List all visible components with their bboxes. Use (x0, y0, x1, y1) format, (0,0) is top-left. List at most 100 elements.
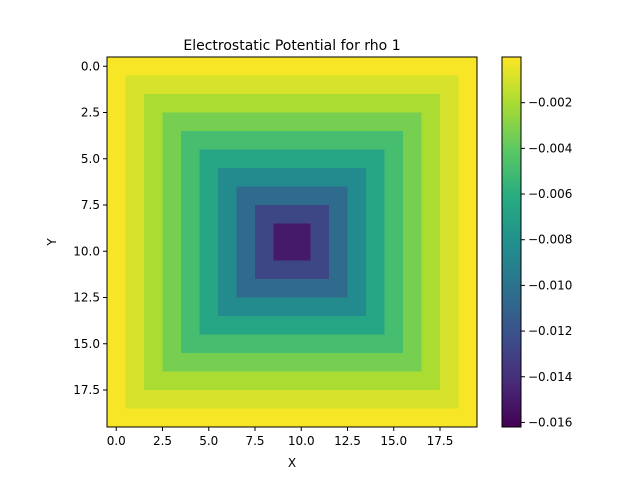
heatmap-cell (366, 131, 385, 150)
heatmap-cell (421, 371, 441, 391)
heatmap-cell (292, 279, 311, 298)
heatmap-cell (125, 408, 145, 428)
heatmap-cell (403, 297, 422, 317)
heatmap-cell (218, 94, 237, 113)
heatmap-cell (125, 75, 145, 95)
heatmap-cell (181, 149, 200, 169)
heatmap-cell (107, 223, 126, 243)
heatmap-cell (440, 242, 459, 261)
heatmap-cell (384, 353, 404, 372)
heatmap-cell (329, 297, 348, 317)
heatmap-cell (255, 149, 274, 169)
heatmap-cell (440, 131, 459, 150)
heatmap-cell (255, 131, 274, 150)
heatmap-cell (440, 334, 459, 354)
heatmap-cells (107, 57, 478, 428)
heatmap-cell (329, 168, 348, 187)
heatmap-cell (366, 279, 385, 298)
heatmap-cell (440, 408, 459, 428)
heatmap-cell (421, 57, 441, 76)
heatmap-cell (310, 260, 330, 280)
heatmap-cell (403, 279, 422, 298)
heatmap-cell (292, 242, 311, 261)
heatmap-cell (236, 131, 256, 150)
plot-frame (106, 56, 478, 428)
heatmap-cell (421, 260, 441, 280)
heatmap-cell (162, 149, 182, 169)
heatmap-cell (347, 149, 367, 169)
heatmap-cell (125, 390, 145, 409)
heatmap-cell (366, 168, 385, 187)
heatmap-cell (384, 149, 404, 169)
heatmap-cell (440, 94, 459, 113)
heatmap-cell (292, 57, 311, 76)
heatmap-cell (255, 334, 274, 354)
heatmap-cell (440, 371, 459, 391)
heatmap-cell (273, 334, 293, 354)
heatmap-cell (218, 112, 237, 132)
heatmap-cell (218, 260, 237, 280)
heatmap-cell (440, 297, 459, 317)
heatmap-cell (181, 334, 200, 354)
heatmap-cell (236, 316, 256, 335)
heatmap-cell (181, 390, 200, 409)
heatmap-cell (162, 371, 182, 391)
heatmap-cell (181, 279, 200, 298)
heatmap-cell (384, 75, 404, 95)
heatmap-cell (421, 242, 441, 261)
colorbar-tick-label: −0.002 (528, 96, 572, 110)
x-tick-label: 7.5 (245, 434, 264, 448)
heatmap-cell (458, 94, 478, 113)
heatmap-cell (440, 75, 459, 95)
heatmap-cell (236, 168, 256, 187)
heatmap-cell (181, 75, 200, 95)
heatmap-cell (458, 186, 478, 206)
heatmap-cell (347, 75, 367, 95)
heatmap-cell (255, 297, 274, 317)
heatmap-cell (125, 297, 145, 317)
heatmap-cell (236, 57, 256, 76)
heatmap-cell (310, 242, 330, 261)
heatmap-cell (255, 75, 274, 95)
heatmap-cell (366, 242, 385, 261)
colorbar-tick-label: −0.010 (528, 278, 572, 292)
heatmap-cell (384, 94, 404, 113)
heatmap-cell (199, 353, 219, 372)
colorbar-tick-label: −0.016 (528, 415, 572, 429)
heatmap-cell (403, 94, 422, 113)
heatmap-cell (329, 334, 348, 354)
heatmap-cell (310, 279, 330, 298)
heatmap-cell (255, 390, 274, 409)
heatmap-cell (199, 186, 219, 206)
heatmap-cell (218, 316, 237, 335)
heatmap-cell (107, 371, 126, 391)
heatmap-cell (273, 316, 293, 335)
heatmap-cell (421, 408, 441, 428)
heatmap-cell (310, 149, 330, 169)
heatmap-cell (329, 316, 348, 335)
y-tick-label: 12.5 (73, 291, 100, 305)
y-axis-ticks: 0.0 2.5 5.0 7.5 10.0 12.5 15.0 17.5 (73, 59, 107, 397)
heatmap-cell (107, 260, 126, 280)
heatmap-cell (329, 371, 348, 391)
y-axis-label: Y (45, 238, 59, 247)
heatmap-cell (107, 279, 126, 298)
heatmap-cell (273, 279, 293, 298)
heatmap-cell (125, 353, 145, 372)
heatmap-cell (403, 57, 422, 76)
heatmap-cell (125, 334, 145, 354)
heatmap-cell (347, 353, 367, 372)
heatmap-cell (292, 334, 311, 354)
heatmap-cell (292, 353, 311, 372)
heatmap-cell (403, 223, 422, 243)
heatmap-cell (384, 186, 404, 206)
heatmap-cell (403, 205, 422, 224)
heatmap-cell (255, 371, 274, 391)
chart-title: Electrostatic Potential for rho 1 (183, 38, 400, 54)
heatmap-cell (440, 390, 459, 409)
heatmap-cell (199, 390, 219, 409)
heatmap-cell (199, 242, 219, 261)
heatmap-cell (218, 57, 237, 76)
heatmap-cell (125, 149, 145, 169)
heatmap-cell (144, 75, 163, 95)
